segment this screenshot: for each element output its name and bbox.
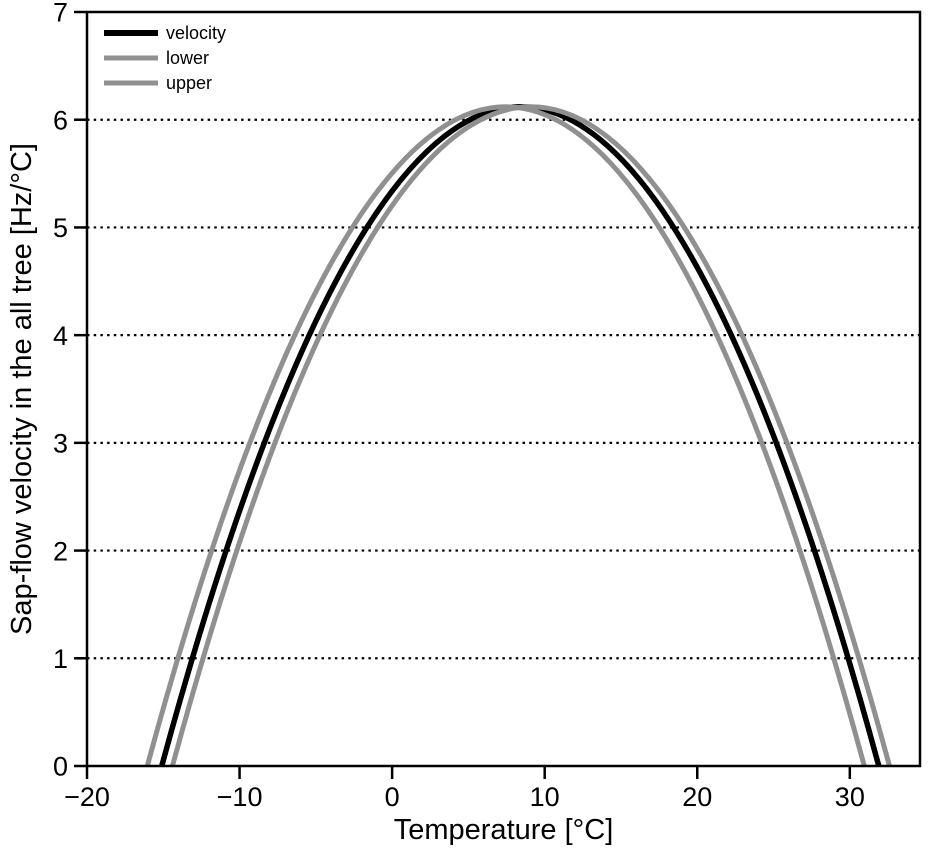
x-tick-label: −10: [217, 782, 263, 812]
y-tick-label: 1: [53, 644, 68, 674]
x-tick-label: 10: [530, 782, 560, 812]
plot-frame: [85, 10, 922, 768]
series-lower-curve: [144, 104, 867, 767]
y-axis-title: Sap-flow velocity in the all tree [Hz/°C…: [6, 143, 38, 635]
x-tick-label: 0: [385, 782, 400, 812]
y-tick-label: 5: [53, 213, 68, 243]
y-tick-label: 7: [53, 0, 68, 28]
y-tick-label: 6: [53, 105, 68, 135]
series-velocity-curve: [159, 104, 882, 767]
legend-label-upper: upper: [166, 73, 212, 93]
x-tick-label: 30: [835, 782, 865, 812]
y-tick-label: 2: [53, 536, 68, 566]
x-axis-title: Temperature [°C]: [394, 814, 614, 846]
legend-label-lower: lower: [166, 48, 209, 68]
x-tick-label: −20: [64, 782, 110, 812]
y-tick-label: 0: [53, 752, 68, 782]
legend-label-velocity: velocity: [166, 23, 226, 43]
series-upper-curve: [170, 104, 892, 767]
x-tick-label: 20: [682, 782, 712, 812]
y-tick-label: 3: [53, 429, 68, 459]
y-tick-label: 4: [53, 321, 68, 351]
